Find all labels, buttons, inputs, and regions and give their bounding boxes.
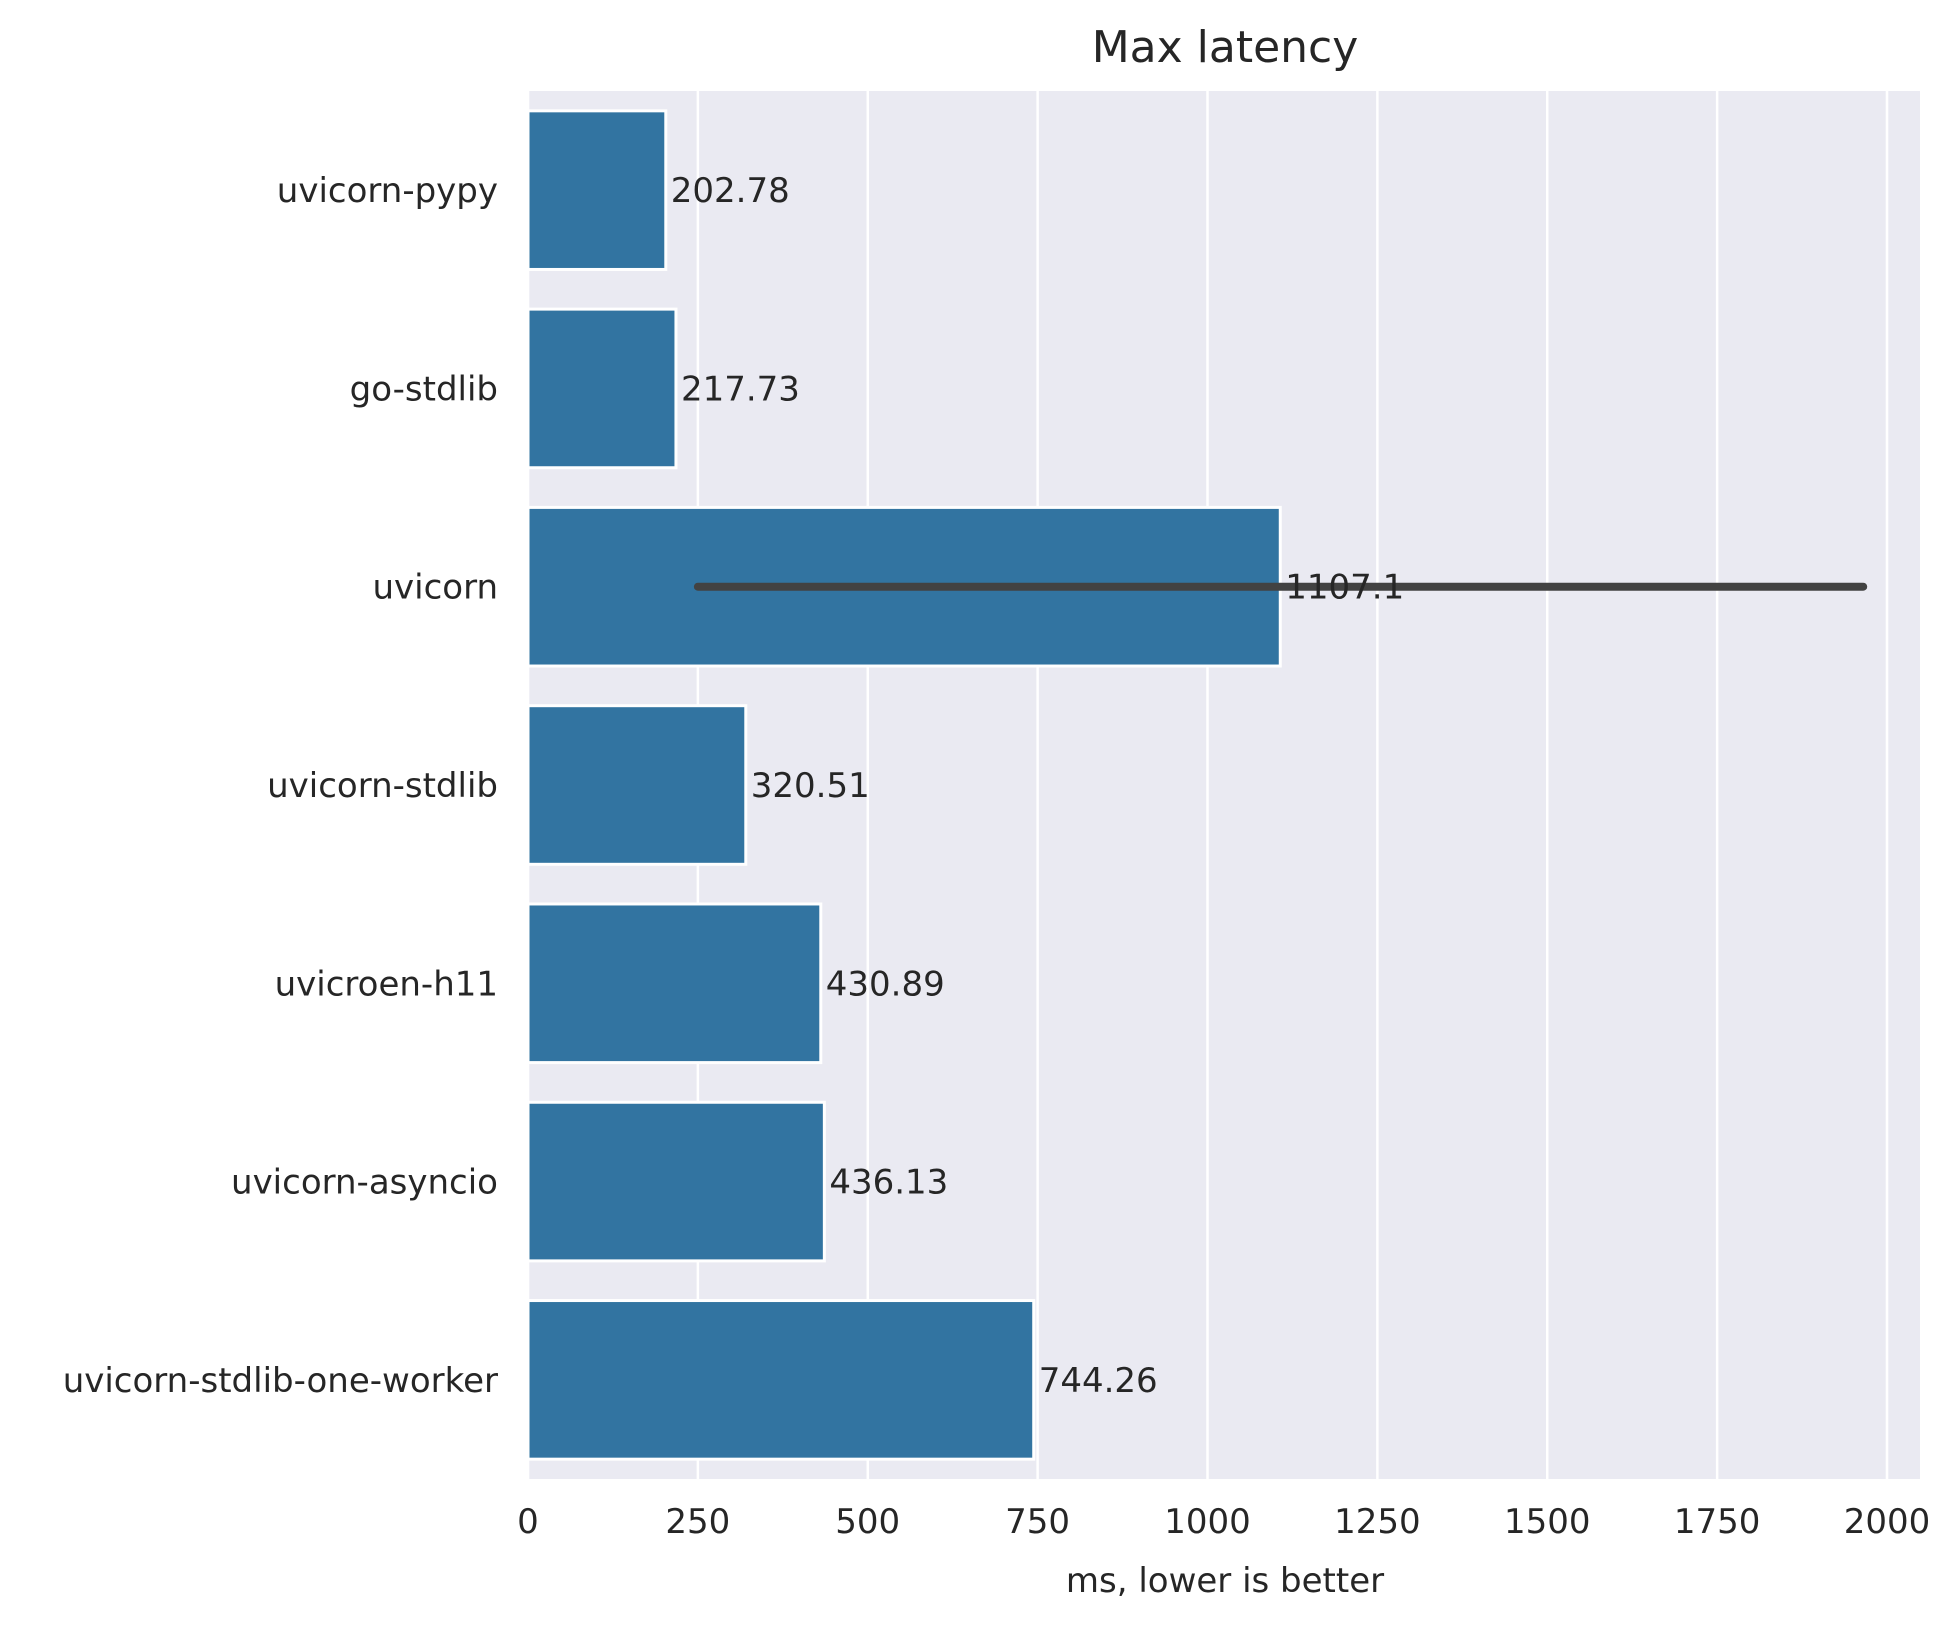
- y-tick-label: uvicorn-asyncio: [231, 1163, 498, 1203]
- bar-value-label: 744.26: [1039, 1361, 1158, 1401]
- chart-title: Max latency: [1092, 22, 1359, 73]
- bar-value-label: 217.73: [681, 369, 800, 409]
- bar-labels: 202.78 217.73 1107.1 320.51 430.89 436.13 744.…: [671, 171, 1404, 1401]
- y-tick-label: uvicorn-stdlib: [267, 766, 498, 806]
- bar: [526, 1299, 1036, 1461]
- y-tick-label: uvicorn: [372, 568, 498, 608]
- bar: [526, 704, 748, 866]
- y-tick-label: uvicorn-pypy: [277, 171, 498, 211]
- bar-value-label: 1107.1: [1285, 568, 1404, 608]
- x-tick-label: 250: [665, 1502, 730, 1542]
- x-tick-label: 2000: [1844, 1502, 1931, 1542]
- bar-value-label: 202.78: [671, 171, 790, 211]
- bar-value-label: 436.13: [829, 1163, 948, 1203]
- x-axis-label: ms, lower is better: [1066, 1561, 1384, 1601]
- y-tick-label: uvicorn-stdlib-one-worker: [63, 1361, 498, 1401]
- x-tick-label: 1500: [1504, 1502, 1591, 1542]
- bar: [526, 1100, 826, 1263]
- bar: [526, 307, 678, 470]
- x-tick-label: 1750: [1674, 1502, 1761, 1542]
- bar-value-label: 430.89: [826, 964, 945, 1004]
- x-tick-label: 1000: [1164, 1502, 1251, 1542]
- x-tick-label: 0: [517, 1502, 539, 1542]
- y-tick-label: uvicroen-h11: [275, 964, 498, 1004]
- bar: [526, 902, 823, 1065]
- x-tick-labels: 0 250 500 750 1000 1250 1500 1750 2000: [517, 1502, 1930, 1542]
- y-tick-label: go-stdlib: [350, 369, 498, 409]
- y-tick-labels: uvicorn-pypy go-stdlib uvicorn uvicorn-stdl…: [63, 171, 498, 1401]
- bar-value-label: 320.51: [751, 766, 870, 806]
- x-tick-label: 750: [1005, 1502, 1070, 1542]
- x-tick-label: 1250: [1334, 1502, 1421, 1542]
- x-tick-label: 500: [835, 1502, 900, 1542]
- bar: [526, 109, 668, 271]
